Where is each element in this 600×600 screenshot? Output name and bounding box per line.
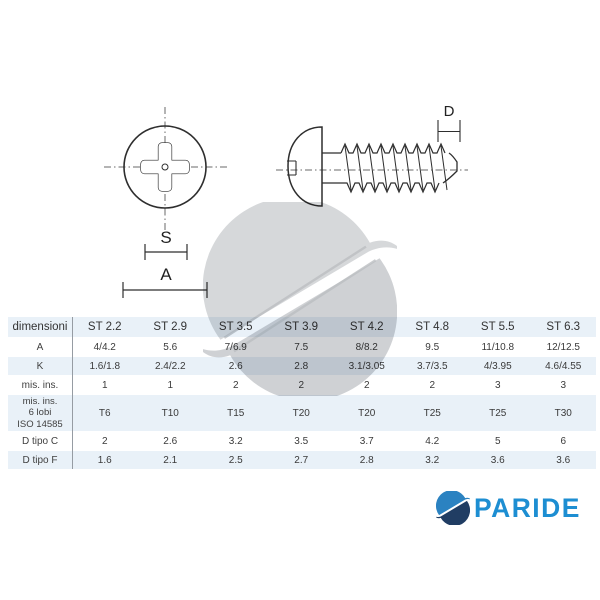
table-cell: 2.6 <box>228 360 243 372</box>
table-cell: T6 <box>98 407 111 419</box>
table-cell: 3.5 <box>294 435 309 447</box>
front-view-head <box>123 125 207 209</box>
header-cell: ST 3.9 <box>284 321 319 333</box>
table-body: dimensioni ST 2.2 ST 2.9 ST 3.5 ST 3.9 ST 4.2… <box>8 317 596 469</box>
dimensions-table: dimensioni ST 2.2 ST 2.9 ST 3.5 ST 3.9 ST 4.2… <box>8 317 596 470</box>
table-row: D tipo C 2 2.6 3.2 3.5 3.7 4.2 5 6 <box>8 432 596 450</box>
header-cell: ST 6.3 <box>546 321 581 333</box>
header-cell: ST 4.8 <box>415 321 450 333</box>
table-cell: 3.6 <box>490 454 505 466</box>
table-cell: T10 <box>161 407 179 419</box>
table-cell: 2 <box>363 379 370 391</box>
table-cell: 7.5 <box>294 341 309 353</box>
dimension-d-label: D <box>444 103 455 120</box>
table-cell: T30 <box>554 407 572 419</box>
row-label: D tipo F <box>22 454 58 466</box>
table-cell: 3 <box>560 379 567 391</box>
table-cell: 4.6/4.55 <box>545 360 582 372</box>
table-cell: 2.4/2.2 <box>154 360 186 372</box>
header-cell: ST 2.9 <box>153 321 188 333</box>
phillips-cross-icon <box>140 142 190 192</box>
table-cell: 9.5 <box>425 341 440 353</box>
table-cell: 5.6 <box>163 341 178 353</box>
table-cell: 2.8 <box>294 360 309 372</box>
table-cell: 2.5 <box>228 454 243 466</box>
table-cell: 3.2 <box>228 435 243 447</box>
table-cell: 3.7 <box>359 435 374 447</box>
table-row: mis. ins. 1 1 2 2 2 2 3 3 <box>8 376 596 394</box>
dimension-s <box>144 244 188 260</box>
table-column-divider <box>72 317 73 469</box>
table-cell: 2 <box>429 379 436 391</box>
table-cell: 2 <box>101 435 108 447</box>
table-cell: 2.8 <box>359 454 374 466</box>
table-header-row: dimensioni ST 2.2 ST 2.9 ST 3.5 ST 3.9 ST 4.2… <box>8 317 596 337</box>
table-cell: 2 <box>232 379 239 391</box>
table-cell: 7/6.9 <box>224 341 247 353</box>
table-row: K 1.6/1.8 2.4/2.2 2.6 2.8 3.1/3.05 3.7/3.5 4/3.… <box>8 357 596 375</box>
row-label: A <box>36 341 44 353</box>
table-row: mis. ins. 6 lobi ISO 14585 T6 T10 T15 T20 T20… <box>8 395 596 431</box>
header-cell: ST 2.2 <box>87 321 122 333</box>
dimension-d <box>437 120 461 142</box>
paride-mark-icon <box>436 491 470 525</box>
table-cell: 3.1/3.05 <box>348 360 385 372</box>
table-row: A 4/4.2 5.6 7/6.9 7.5 8/8.2 9.5 11/10.8 12/12.5 <box>8 338 596 356</box>
dimension-a-label: A <box>160 265 172 284</box>
table-cell: 1.6 <box>97 454 112 466</box>
table-cell: 6 <box>560 435 567 447</box>
table-cell: 5 <box>494 435 501 447</box>
thread-flanks <box>344 145 448 191</box>
table-row: D tipo F 1.6 2.1 2.5 2.7 2.8 3.2 3.6 3.6 <box>8 451 596 469</box>
table-cell: 1 <box>167 379 174 391</box>
table-cell: 8/8.2 <box>355 341 378 353</box>
table-cell: 1 <box>101 379 108 391</box>
table-cell: 2.7 <box>294 454 309 466</box>
table-cell: 2.1 <box>163 454 178 466</box>
table-cell: T25 <box>423 407 441 419</box>
dimension-s-label: S <box>160 228 171 247</box>
table-cell: T20 <box>358 407 376 419</box>
brand-logo: PARIDE <box>436 491 583 525</box>
table-cell: T20 <box>292 407 310 419</box>
row-label: K <box>36 360 44 372</box>
table-cell: 3 <box>494 379 501 391</box>
table-cell: 2 <box>298 379 305 391</box>
table-cell: 11/10.8 <box>481 341 515 353</box>
row-label: mis. ins. 6 lobi ISO 14585 <box>17 396 63 430</box>
header-cell: ST 4.2 <box>349 321 384 333</box>
table-cell: 3.6 <box>556 454 571 466</box>
header-cell: ST 5.5 <box>480 321 515 333</box>
row-label: mis. ins. <box>21 379 59 391</box>
technical-drawing: S A <box>104 103 468 298</box>
header-cell: ST 3.5 <box>218 321 253 333</box>
table-cell: 4/3.95 <box>483 360 512 372</box>
table-cell: 2.6 <box>163 435 178 447</box>
table-cell: 12/12.5 <box>546 341 580 353</box>
table-cell: 3.2 <box>425 454 440 466</box>
table-cell: 1.6/1.8 <box>89 360 121 372</box>
dimension-a <box>122 282 208 298</box>
row-label: D tipo C <box>21 435 59 447</box>
table-cell: 3.7/3.5 <box>416 360 448 372</box>
table-cell: T25 <box>489 407 507 419</box>
side-view-screw <box>287 126 458 207</box>
table-cell: T15 <box>227 407 245 419</box>
table-cell: 4/4.2 <box>93 341 116 353</box>
brand-name: PARIDE <box>474 492 581 523</box>
header-dimensioni: dimensioni <box>12 321 68 333</box>
head-slot <box>287 160 297 176</box>
table-cell: 4.2 <box>425 435 440 447</box>
